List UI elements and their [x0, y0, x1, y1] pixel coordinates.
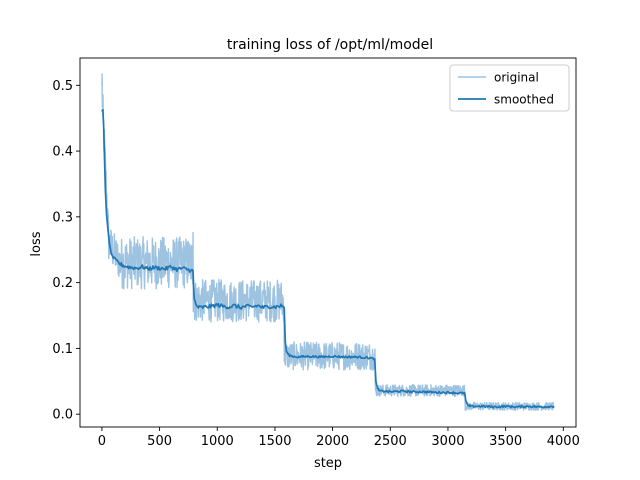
x-axis-label: step: [314, 456, 342, 471]
x-tick-label: 3500: [489, 434, 522, 449]
y-tick-label: 0.2: [52, 276, 73, 291]
y-tick-label: 0.3: [52, 210, 73, 225]
series-smoothed-line: [101, 108, 555, 409]
plot-area: [101, 73, 555, 411]
chart-title: training loss of /opt/ml/model: [227, 37, 433, 53]
legend-label-smoothed: smoothed: [494, 93, 554, 107]
y-axis-ticks: 0.0 0.1 0.2 0.3 0.4 0.5: [52, 79, 80, 423]
y-axis-label: loss: [29, 231, 44, 256]
x-tick-label: 500: [147, 434, 172, 449]
y-tick-label: 0.1: [52, 342, 73, 357]
axes-frame: [79, 57, 577, 428]
y-tick-label: 0.5: [52, 79, 73, 94]
x-tick-label: 4000: [547, 434, 580, 449]
y-tick-label: 0.4: [52, 145, 73, 160]
x-tick-label: 0: [98, 434, 106, 449]
series-original-line: [101, 73, 555, 411]
legend: original smoothed: [449, 64, 570, 112]
y-tick-label: 0.0: [52, 408, 73, 423]
x-tick-label: 3000: [431, 434, 464, 449]
x-tick-label: 2000: [316, 434, 349, 449]
x-axis-ticks: 0 500 1000 1500 2000 2500 3000 3500 4000: [98, 427, 580, 449]
x-tick-label: 1000: [201, 434, 234, 449]
legend-label-original: original: [494, 71, 539, 85]
x-tick-label: 1500: [258, 434, 291, 449]
x-tick-label: 2500: [374, 434, 407, 449]
